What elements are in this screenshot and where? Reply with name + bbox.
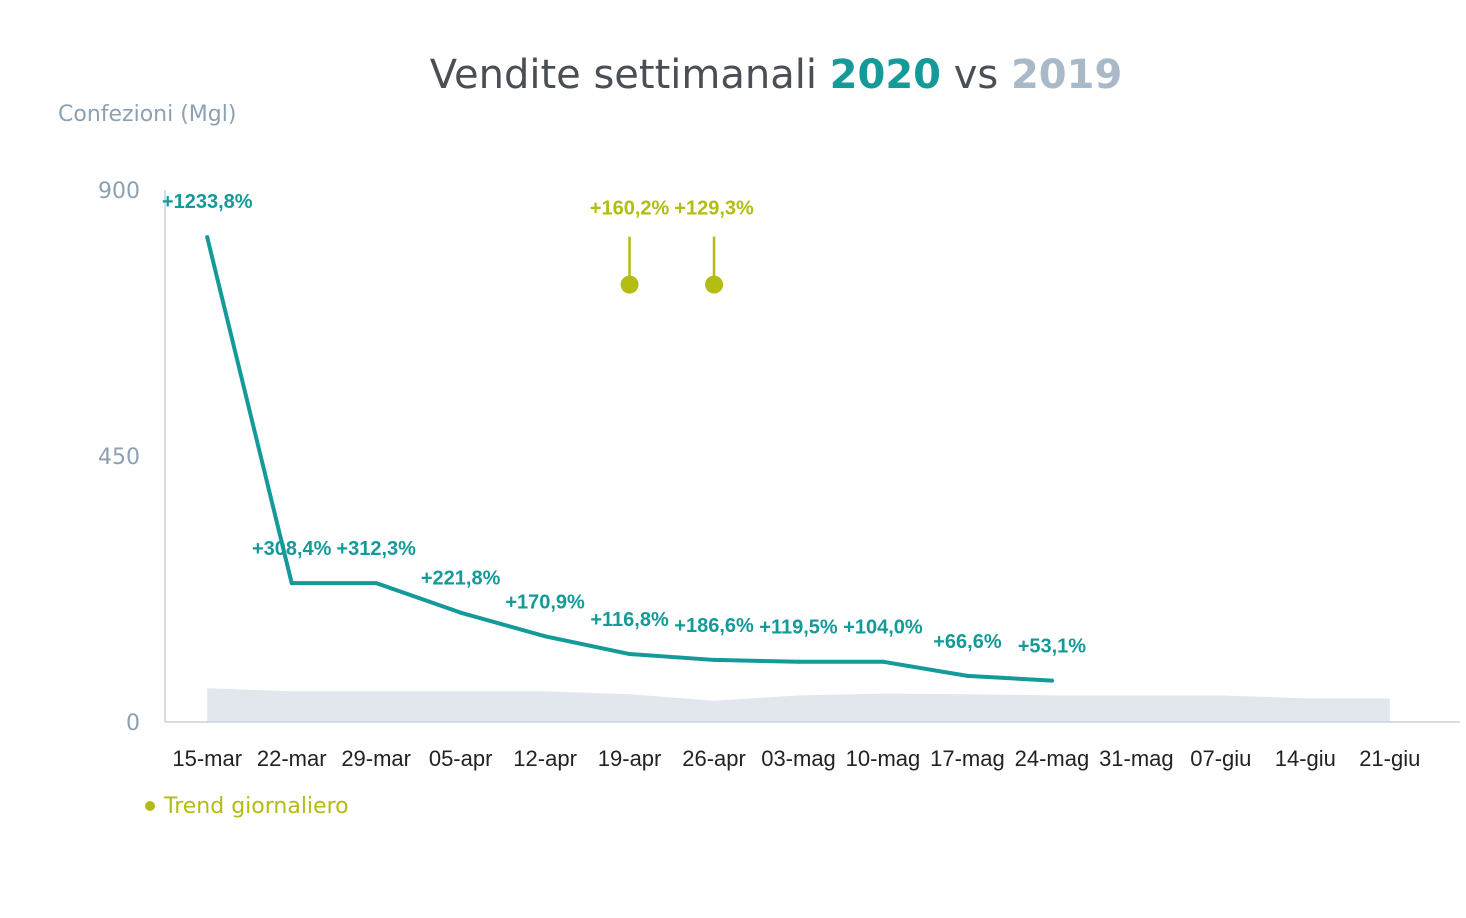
- area-2019-layer: [207, 688, 1390, 722]
- daily-trend-layer: [620, 236, 724, 294]
- x-tick-label: 15-mar: [172, 746, 242, 771]
- y-tick-label: 0: [126, 711, 140, 736]
- x-tick-label: 05-apr: [429, 746, 493, 771]
- x-tick-label: 07-giu: [1190, 746, 1251, 771]
- chart-title: Vendite settimanali 2020 vs 2019: [430, 52, 1123, 98]
- data-label-trend: +160,2%: [590, 198, 670, 220]
- legend-label-trend: Trend giornaliero: [163, 794, 349, 819]
- line-2020-point: [712, 657, 717, 662]
- area-2019: [207, 688, 1390, 722]
- data-label-trend: +129,3%: [674, 198, 754, 220]
- x-tick-label: 19-apr: [598, 746, 662, 771]
- data-labels: +1233,8% +308,4% +312,3%+221,8%+170,9%+116…: [162, 191, 1086, 658]
- trend-marker-dot: [620, 275, 639, 294]
- line-2020-layer: [205, 235, 1054, 683]
- data-label-2020: +186,6%: [674, 615, 754, 637]
- y-tick-label: 450: [98, 445, 140, 470]
- x-tick-label: 29-mar: [341, 746, 411, 771]
- legend-marker-trend: [145, 801, 155, 811]
- x-tick-label: 31-mag: [1099, 746, 1174, 771]
- data-label-2020: +221,8%: [421, 568, 501, 590]
- y-tick-label: 900: [98, 179, 140, 204]
- title-year-2020: 2020: [830, 52, 941, 98]
- line-2020-point: [289, 581, 294, 586]
- line-2020-point: [965, 673, 970, 678]
- line-2020-point: [374, 581, 379, 586]
- tick-labels: 0 450 900 15-mar 22-mar 29-mar 05-apr 12-apr 19-…: [98, 179, 1420, 771]
- data-label-2020: +312,3%: [336, 538, 416, 560]
- y-axis-label: Confezioni (Mgl): [58, 102, 236, 127]
- data-label-2020: +1233,8%: [162, 191, 253, 213]
- title-middle: vs: [941, 52, 1011, 98]
- axes: [164, 190, 1460, 723]
- trend-marker-dot: [705, 275, 724, 294]
- x-tick-label: 26-apr: [682, 746, 746, 771]
- x-tick-label: 24-mag: [1015, 746, 1090, 771]
- title-prefix: Vendite settimanali: [430, 52, 830, 98]
- line-2020-point: [205, 235, 210, 240]
- legend: Trend giornaliero: [145, 794, 349, 819]
- line-2020-point: [458, 610, 463, 615]
- x-tick-label: 12-apr: [513, 746, 577, 771]
- data-label-2020: +53,1%: [1018, 636, 1087, 658]
- x-tick-label: 10-mag: [846, 746, 921, 771]
- x-tick-label: 22-mar: [257, 746, 327, 771]
- x-tick-label: 17-mag: [930, 746, 1005, 771]
- x-tick-label: 14-giu: [1275, 746, 1336, 771]
- line-2020-point: [796, 659, 801, 664]
- data-label-2020: +170,9%: [505, 591, 585, 613]
- line-2020-point: [880, 659, 885, 664]
- x-tick-label: 21-giu: [1359, 746, 1420, 771]
- line-2020-point: [1049, 678, 1054, 683]
- line-2020-point: [543, 634, 548, 639]
- title-year-2019: 2019: [1011, 52, 1122, 98]
- data-label-2020: +119,5%: [759, 617, 838, 639]
- data-label-2020: +66,6%: [933, 631, 1002, 653]
- data-label-2020: +116,8%: [590, 609, 669, 631]
- x-tick-label: 03-mag: [761, 746, 836, 771]
- data-label-2020: +104,0%: [843, 617, 923, 639]
- data-label-2020: +308,4%: [252, 538, 332, 560]
- line-2020-point: [627, 652, 632, 657]
